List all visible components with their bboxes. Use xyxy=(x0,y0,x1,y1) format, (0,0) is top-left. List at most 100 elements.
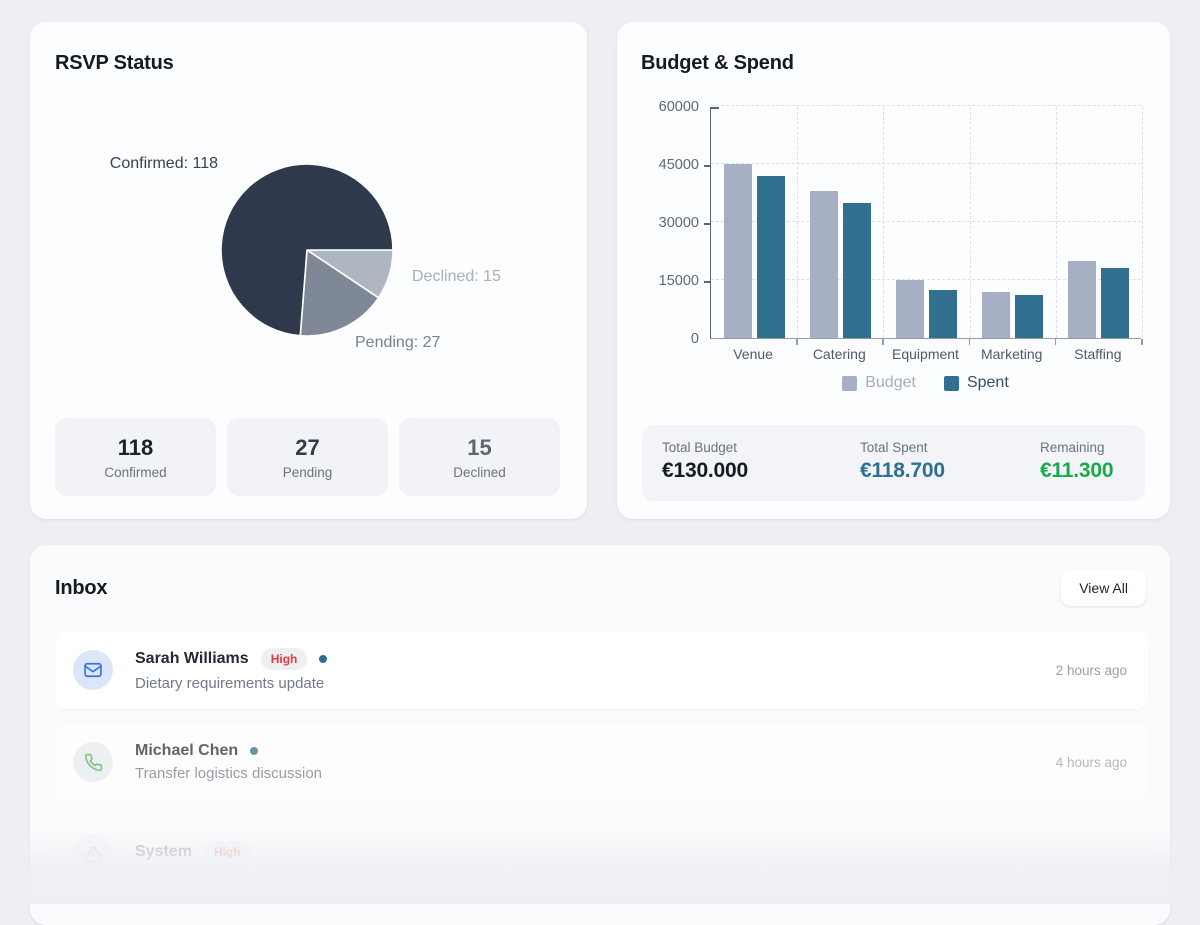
x-axis-tick xyxy=(796,339,798,345)
gridline-horizontal xyxy=(711,163,1141,164)
bar-budget-equipment xyxy=(895,280,924,338)
inbox-row[interactable]: Michael Chen Transfer logistics discussi… xyxy=(55,723,1148,801)
stat-label-pending: Pending xyxy=(282,464,333,480)
legend-label-spent: Spent xyxy=(966,374,1009,391)
inbox-title: Inbox xyxy=(55,576,108,599)
message-text-block: Michael Chen Transfer logistics discussi… xyxy=(135,742,322,782)
view-all-button[interactable]: View All xyxy=(1061,570,1146,606)
unread-dot xyxy=(319,655,328,663)
legend-swatch-budget xyxy=(842,375,858,391)
inbox-header: Inbox View All xyxy=(55,570,1146,606)
gridline-horizontal xyxy=(711,221,1141,222)
avatar xyxy=(73,650,113,690)
avatar xyxy=(73,742,113,782)
message-time: 2 hours ago xyxy=(1055,662,1127,678)
y-tick-label: 60000 xyxy=(658,98,699,115)
pie-label-pending: Pending: 27 xyxy=(355,334,441,351)
message-subject: Transfer logistics discussion xyxy=(135,765,323,782)
gridline-vertical xyxy=(1055,107,1057,338)
bar-group-marketing xyxy=(970,107,1056,338)
message-sender: Sarah Williams xyxy=(135,650,249,667)
inbox-row[interactable]: Sarah Williams High Dietary requirements… xyxy=(55,631,1148,709)
x-category-label: Equipment xyxy=(892,346,959,362)
x-category-label: Staffing xyxy=(1074,346,1122,362)
budget-card-title: Budget & Spend xyxy=(641,52,794,74)
x-category-label: Marketing xyxy=(980,346,1043,362)
bar-spent-equipment xyxy=(928,289,957,338)
bar-plot-area xyxy=(704,105,1143,345)
phone-icon xyxy=(84,753,102,771)
x-category-label: Venue xyxy=(733,346,773,362)
rsvp-status-card: RSVP Status Confirmed: 118 Declined: 15 … xyxy=(30,22,587,519)
y-axis-tick xyxy=(704,223,710,225)
inbox-row[interactable]: System High xyxy=(55,815,1148,893)
y-axis-cap xyxy=(711,107,719,109)
stat-box-pending: 27 Pending xyxy=(227,418,388,496)
budget-spend-card: Budget & Spend Budget Spent 0 15000 30000 4… xyxy=(617,22,1170,519)
x-axis-tick xyxy=(882,339,884,345)
message-sender: Michael Chen xyxy=(135,742,239,759)
total-spent-label: Total Spent xyxy=(860,440,928,455)
message-text-block: Sarah Williams High Dietary requirements… xyxy=(135,648,328,692)
y-tick-label: 45000 xyxy=(658,156,699,173)
legend-swatch-spent xyxy=(943,375,959,391)
message-subject: Dietary requirements update xyxy=(135,675,325,692)
inbox-message-list: Sarah Williams High Dietary requirements… xyxy=(55,631,1148,907)
gridline-vertical xyxy=(883,107,885,338)
rsvp-card-title: RSVP Status xyxy=(55,52,174,74)
stat-value-confirmed: 118 xyxy=(117,434,154,460)
mail-icon xyxy=(83,662,103,678)
bar-spent-venue xyxy=(756,175,785,338)
inbox-card: Inbox View All Sarah Williams High Dieta… xyxy=(30,545,1170,925)
total-budget-block: Total Budget €130.000 xyxy=(662,440,860,501)
stat-label-confirmed: Confirmed xyxy=(104,464,167,480)
y-tick-label: 15000 xyxy=(658,272,699,289)
unread-dot xyxy=(250,747,259,755)
y-tick-label: 30000 xyxy=(658,214,699,231)
gridline-horizontal xyxy=(711,105,1141,106)
pie-slice-confirmed xyxy=(220,163,394,337)
bar-spent-staffing xyxy=(1101,268,1130,338)
message-text-block: System High xyxy=(135,840,251,868)
pie-label-declined: Declined: 15 xyxy=(412,268,501,285)
bar-spent-catering xyxy=(842,202,871,338)
remaining-label: Remaining xyxy=(1040,440,1105,455)
budget-totals-bar: Total Budget €130.000 Total Spent €118.7… xyxy=(642,425,1145,501)
stat-box-confirmed: 118 Confirmed xyxy=(55,418,216,496)
bar-budget-venue xyxy=(723,164,752,338)
bar-budget-catering xyxy=(809,191,838,338)
avatar xyxy=(73,834,113,874)
legend-item-budget[interactable]: Budget xyxy=(842,374,916,392)
legend-item-spent[interactable]: Spent xyxy=(943,374,1009,392)
bar-group-venue xyxy=(711,107,797,338)
budget-bar-chart: Budget Spent 0 15000 30000 45000 60000 Venue C… xyxy=(617,22,1170,519)
stat-label-declined: Declined xyxy=(453,464,506,480)
total-spent-value: €118.700 xyxy=(860,459,945,482)
priority-badge: High xyxy=(203,840,251,863)
bar-budget-staffing xyxy=(1068,260,1097,338)
x-axis-tick xyxy=(968,339,971,345)
alert-icon xyxy=(83,846,103,862)
gridline-horizontal xyxy=(711,279,1141,280)
x-category-label: Catering xyxy=(812,346,866,362)
priority-badge: High xyxy=(260,648,308,670)
gridline-vertical xyxy=(1142,107,1143,338)
y-tick-label: 0 xyxy=(690,330,699,347)
bar-group-staffing xyxy=(1056,107,1142,338)
bar-spent-marketing xyxy=(1015,294,1044,338)
rsvp-stats-row: 118 Confirmed 27 Pending 15 Declined xyxy=(55,418,560,496)
chart-legend: Budget Spent xyxy=(710,374,1141,392)
y-axis-tick xyxy=(704,281,710,283)
bar-group-equipment xyxy=(883,107,969,338)
gridline-vertical xyxy=(969,107,971,338)
legend-label-budget: Budget xyxy=(865,374,916,391)
remaining-value: €11.300 xyxy=(1040,459,1114,482)
stat-box-declined: 15 Declined xyxy=(399,418,560,496)
message-time: 4 hours ago xyxy=(1055,754,1127,770)
stat-value-declined: 15 xyxy=(467,434,492,460)
total-spent-block: Total Spent €118.700 xyxy=(860,440,1040,501)
pie-slice-pending xyxy=(299,249,380,337)
bar-group-catering xyxy=(797,107,883,338)
y-axis-tick xyxy=(704,165,710,167)
gridline-vertical xyxy=(797,107,799,338)
